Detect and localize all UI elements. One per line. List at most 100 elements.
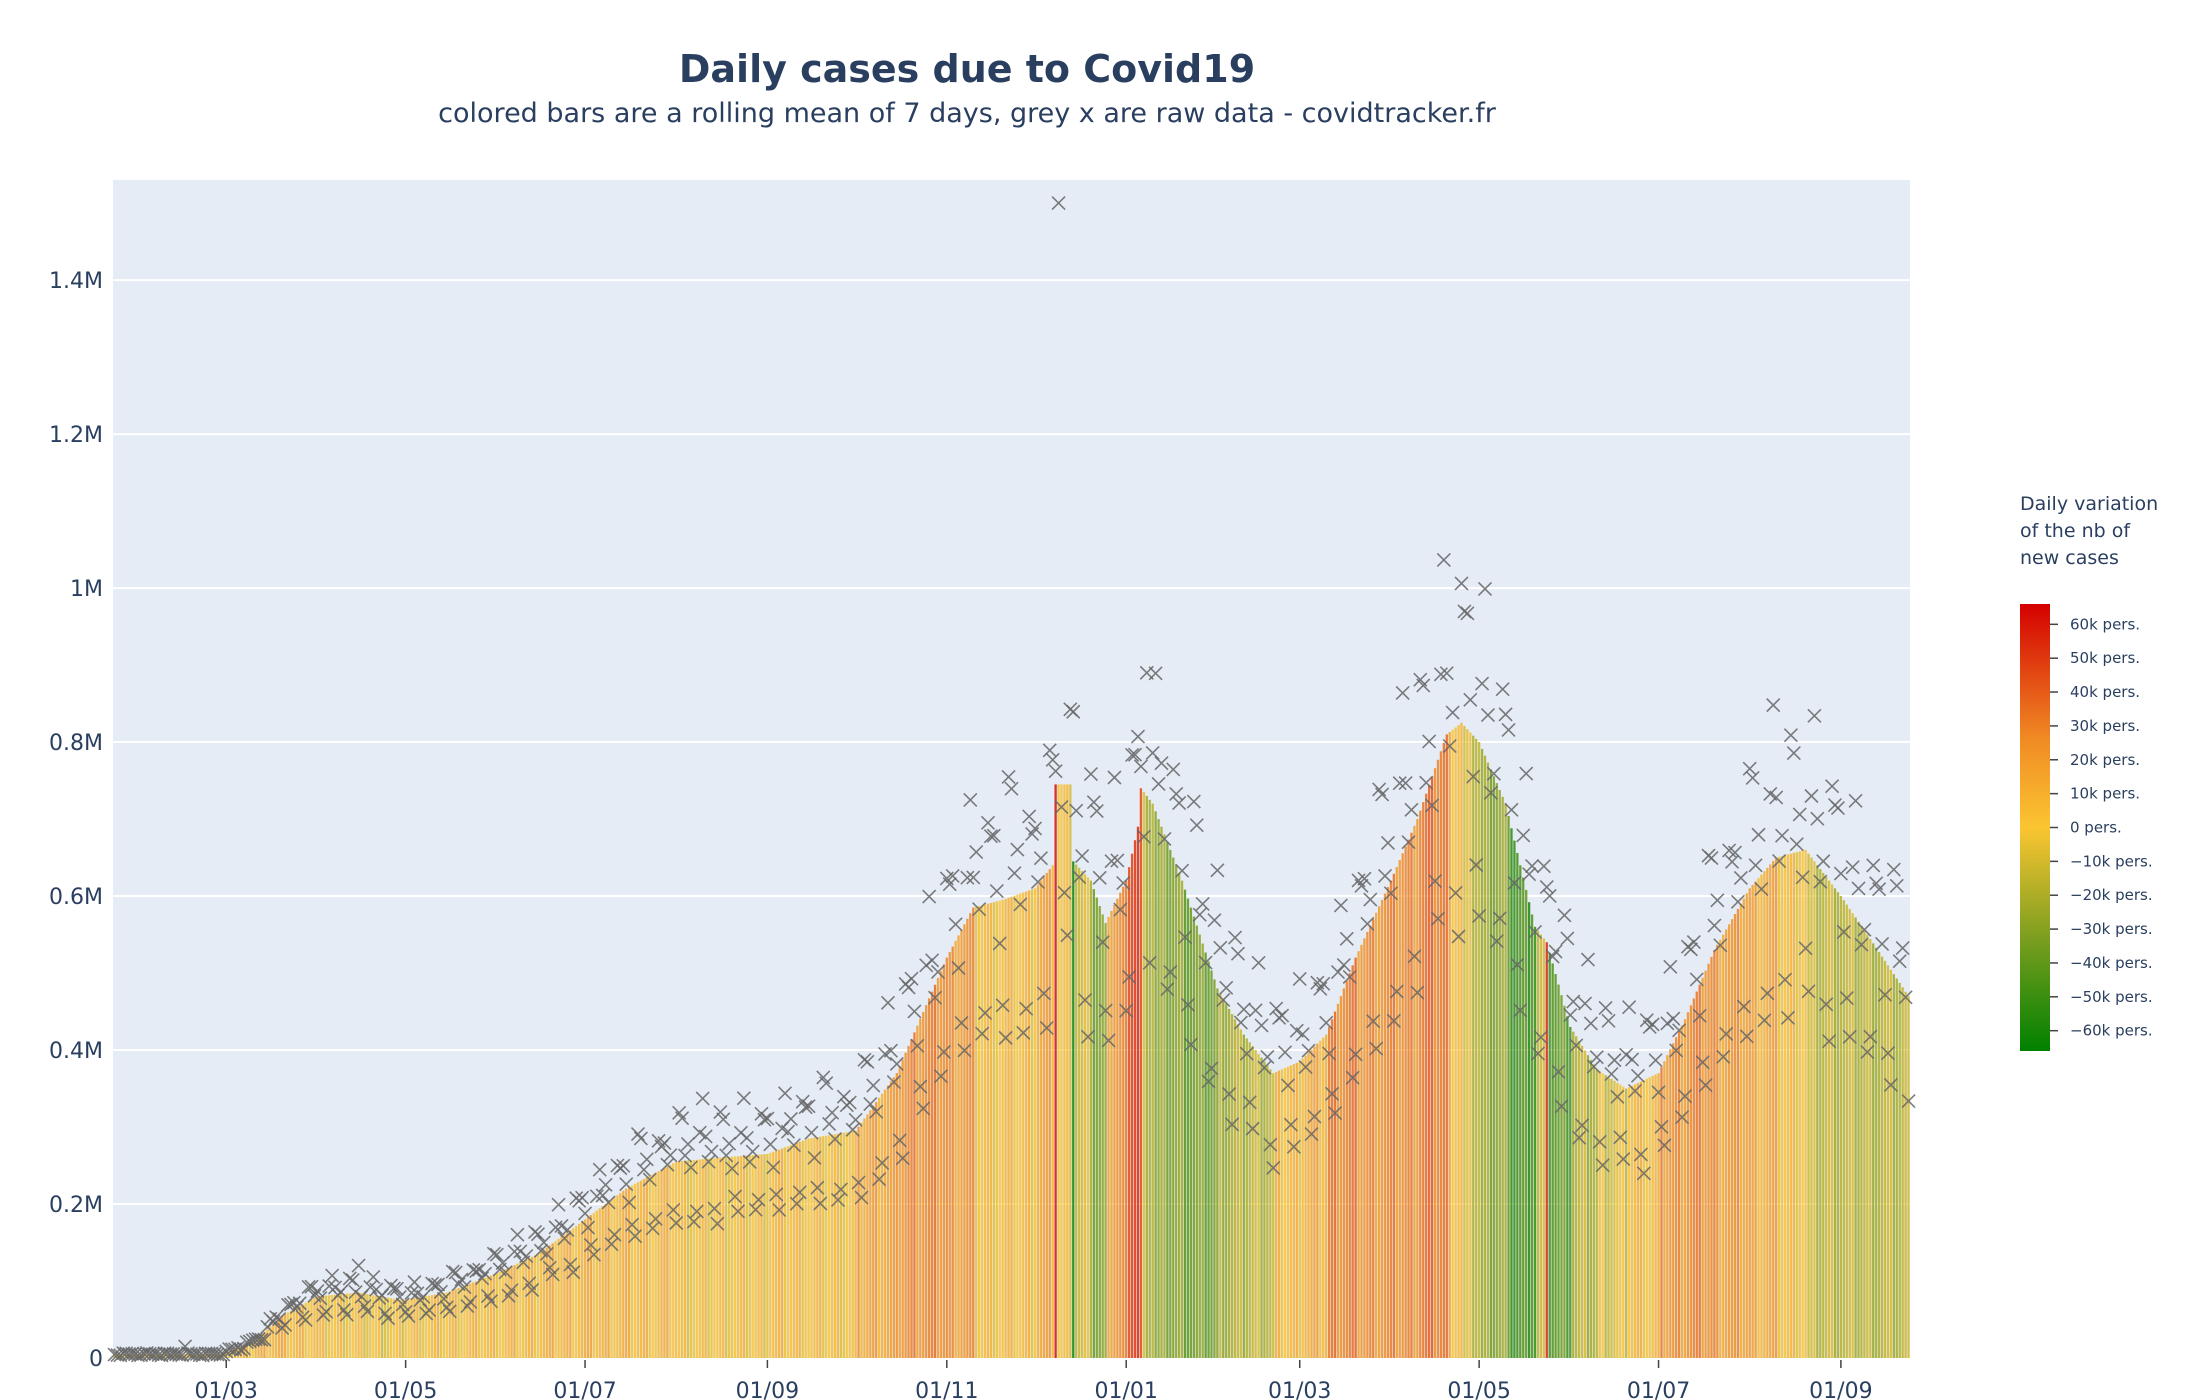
raw-data-point bbox=[772, 1202, 787, 1217]
raw-data-point bbox=[1260, 1049, 1275, 1065]
bar bbox=[1904, 991, 1907, 1358]
y-tick-label: 0.8M bbox=[49, 731, 103, 756]
bar bbox=[1833, 888, 1837, 1358]
bar bbox=[301, 1304, 304, 1358]
raw-data-point bbox=[804, 1125, 819, 1140]
bar bbox=[1110, 910, 1113, 1358]
raw-data-point bbox=[704, 1144, 719, 1159]
raw-data-point bbox=[1872, 882, 1887, 897]
bar bbox=[913, 1032, 916, 1358]
raw-data-point bbox=[1319, 1015, 1334, 1030]
raw-data-point bbox=[598, 1177, 613, 1192]
bar bbox=[1739, 903, 1743, 1358]
bar bbox=[1504, 803, 1507, 1358]
bar bbox=[1272, 1073, 1275, 1358]
raw-data-point bbox=[1204, 1061, 1219, 1076]
raw-data-point bbox=[548, 1220, 563, 1235]
bar bbox=[1445, 734, 1448, 1358]
raw-data-point bbox=[348, 1284, 363, 1300]
raw-data-point bbox=[513, 1244, 528, 1259]
bar bbox=[1122, 886, 1125, 1358]
raw-data-point bbox=[1427, 873, 1443, 889]
bar bbox=[1898, 982, 1901, 1358]
raw-data-point bbox=[1113, 902, 1128, 917]
raw-data-point bbox=[1092, 870, 1107, 885]
bar bbox=[1422, 802, 1425, 1358]
raw-data-point bbox=[1860, 1044, 1875, 1060]
bar bbox=[1201, 943, 1204, 1358]
bar bbox=[1113, 904, 1116, 1358]
raw-data-point bbox=[483, 1294, 498, 1309]
bar bbox=[416, 1297, 419, 1358]
bar bbox=[1333, 1011, 1337, 1358]
raw-data-point bbox=[616, 1158, 631, 1173]
bar bbox=[1719, 939, 1722, 1358]
raw-data-point bbox=[1389, 984, 1404, 999]
raw-data-point bbox=[1116, 875, 1131, 891]
bar bbox=[1766, 867, 1769, 1358]
bar bbox=[1380, 899, 1384, 1358]
bar bbox=[1651, 1075, 1654, 1358]
raw-data-point bbox=[1254, 1018, 1269, 1033]
raw-data-point bbox=[342, 1271, 357, 1286]
bar bbox=[1072, 861, 1075, 1358]
raw-data-point bbox=[1489, 934, 1504, 949]
bar bbox=[1280, 1069, 1284, 1358]
bar bbox=[1619, 1084, 1622, 1358]
raw-data-point bbox=[1613, 1130, 1628, 1145]
bar bbox=[763, 1154, 766, 1358]
bar bbox=[1057, 784, 1060, 1358]
raw-data-point bbox=[783, 1111, 798, 1127]
raw-data-point bbox=[1686, 934, 1701, 950]
bar bbox=[789, 1145, 793, 1358]
bar bbox=[883, 1089, 887, 1358]
bar bbox=[1622, 1086, 1625, 1358]
bar bbox=[460, 1286, 463, 1358]
bar bbox=[651, 1174, 654, 1358]
raw-data-point bbox=[880, 995, 896, 1010]
bar bbox=[1630, 1085, 1634, 1358]
raw-data-point bbox=[1633, 1147, 1648, 1162]
raw-data-point bbox=[1530, 1046, 1546, 1061]
raw-data-point bbox=[1295, 1027, 1310, 1042]
raw-data-point bbox=[827, 1132, 843, 1147]
raw-data-point bbox=[951, 960, 966, 976]
raw-data-point bbox=[1451, 929, 1466, 944]
bar bbox=[1807, 853, 1810, 1358]
bar bbox=[519, 1262, 522, 1358]
raw-data-point bbox=[945, 868, 960, 884]
raw-data-point bbox=[1551, 1064, 1566, 1079]
raw-data-point bbox=[1566, 994, 1581, 1009]
raw-data-point bbox=[1607, 1053, 1622, 1068]
raw-data-point bbox=[166, 1346, 181, 1361]
raw-data-point bbox=[1504, 802, 1519, 817]
bar bbox=[1736, 908, 1740, 1358]
bar bbox=[1510, 828, 1513, 1358]
raw-data-point bbox=[1422, 734, 1437, 749]
bar bbox=[275, 1321, 278, 1358]
bar bbox=[1313, 1046, 1316, 1358]
bar bbox=[525, 1259, 528, 1358]
bar bbox=[1239, 1029, 1243, 1358]
bar bbox=[1166, 842, 1169, 1358]
raw-data-point bbox=[977, 1005, 993, 1021]
raw-data-point bbox=[1901, 1094, 1916, 1109]
bar bbox=[1560, 995, 1563, 1358]
bar bbox=[1657, 1073, 1660, 1358]
bar bbox=[113, 1354, 116, 1358]
bar bbox=[428, 1295, 431, 1358]
bar bbox=[1327, 1026, 1331, 1358]
bar bbox=[633, 1183, 637, 1358]
raw-data-point bbox=[1810, 811, 1825, 826]
bar bbox=[960, 929, 963, 1358]
raw-data-point bbox=[286, 1295, 301, 1310]
raw-data-point bbox=[1660, 1016, 1675, 1031]
bar bbox=[1654, 1074, 1657, 1358]
raw-data-point bbox=[689, 1204, 704, 1219]
raw-data-point bbox=[1886, 862, 1901, 877]
bar bbox=[1169, 849, 1172, 1358]
bar bbox=[454, 1289, 457, 1358]
bar bbox=[1530, 914, 1534, 1358]
raw-data-point bbox=[998, 1030, 1013, 1045]
